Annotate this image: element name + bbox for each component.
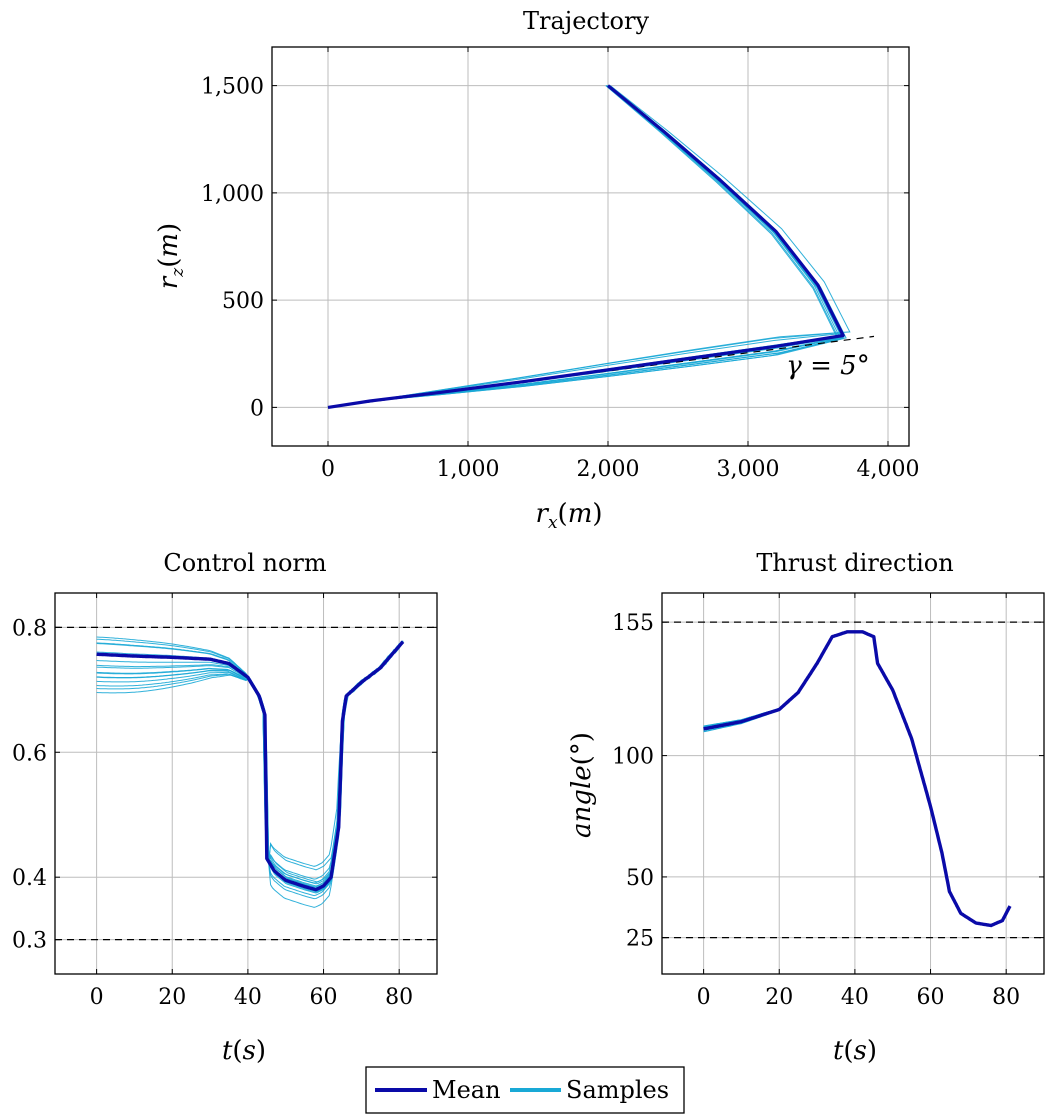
control-norm-title: Control norm (163, 549, 327, 577)
control-norm-y-ticks: 0.3 0.4 0.6 0.8 (12, 616, 437, 954)
y-tick-label: 0.4 (12, 866, 47, 891)
y-tick-label: 100 (612, 745, 654, 770)
glide-slope-annotation: γ = 5° (786, 351, 869, 381)
sample-line (96, 638, 404, 885)
trajectory-samples (327, 85, 851, 408)
y-tick-label: 1,500 (201, 75, 264, 100)
sample-line (703, 663, 818, 733)
mean-line (327, 84, 845, 409)
y-tick-label: 0.8 (12, 616, 47, 641)
sample-line (703, 663, 818, 731)
x-tick-label: 3,000 (717, 457, 780, 482)
sample-line (703, 663, 818, 729)
x-tick-label: 4,000 (857, 457, 920, 482)
y-tick-label: 0.3 (12, 929, 47, 954)
sample-line (703, 663, 818, 731)
x-tick-label: 80 (385, 985, 413, 1010)
sample-line (327, 85, 844, 408)
y-tick-label: 1,000 (201, 182, 264, 207)
thrust-direction-y-ticks: 25 50 100 155 (612, 611, 1044, 952)
sample-line (327, 85, 844, 408)
x-tick-label: 40 (234, 985, 262, 1010)
control-norm-panel: Control norm 0 20 40 60 80 0.3 0.4 0.6 0.8 t(s) (12, 549, 438, 1066)
y-tick-label: 50 (626, 866, 654, 891)
thrust-direction-title: Thrust direction (756, 549, 953, 577)
svg-text:rx(m): rx(m) (536, 499, 603, 533)
trajectory-mean (327, 84, 845, 409)
x-tick-label: 40 (841, 985, 869, 1010)
y-tick-label: 155 (612, 611, 654, 636)
x-tick-label: 1,000 (437, 457, 500, 482)
control-norm-mean (95, 640, 405, 892)
sample-line (327, 85, 847, 408)
x-tick-label: 60 (310, 985, 338, 1010)
sample-line (96, 640, 404, 867)
sample-line (327, 85, 842, 408)
sample-line (327, 85, 839, 408)
svg-text:t(s): t(s) (222, 1036, 266, 1066)
thrust-direction-y-axis-label: angle(°) (567, 732, 597, 838)
x-tick-label: 20 (765, 985, 793, 1010)
legend-mean-label: Mean (432, 1076, 501, 1104)
x-tick-label: 0 (90, 985, 104, 1010)
trajectory-title: Trajectory (523, 7, 649, 35)
sample-line (327, 85, 844, 408)
sample-line (327, 85, 851, 408)
y-tick-label: 25 (626, 927, 654, 952)
control-norm-bounds (55, 626, 437, 941)
sample-line (327, 85, 840, 408)
control-norm-x-ticks: 0 20 40 60 80 (90, 593, 413, 1010)
sample-line (703, 663, 818, 731)
trajectory-y-axis-label: rz(m) (154, 223, 188, 289)
x-tick-label: 0 (321, 457, 335, 482)
x-tick-label: 80 (992, 985, 1020, 1010)
sample-line (96, 640, 404, 880)
mean-line (95, 640, 405, 892)
sample-line (327, 85, 843, 408)
sample-line (703, 663, 818, 729)
trajectory-panel: Trajectory 0 1,000 2,000 3,000 4,000 0 500 1,0… (154, 7, 919, 533)
sample-line (327, 85, 839, 408)
x-tick-label: 2,000 (577, 457, 640, 482)
svg-text:t(s): t(s) (833, 1036, 877, 1066)
sample-line (327, 85, 845, 408)
svg-text:rz(m): rz(m) (154, 223, 188, 289)
mean-line (702, 630, 1012, 928)
trajectory-grid (272, 47, 909, 446)
control-norm-x-axis-label: t(s) (222, 1036, 266, 1066)
y-tick-label: 0.6 (12, 741, 47, 766)
thrust-direction-bounds (662, 621, 1044, 939)
trajectory-axes-frame (271, 46, 910, 447)
thrust-direction-grid (662, 593, 1044, 974)
svg-text:angle(°): angle(°) (567, 732, 597, 838)
trajectory-y-ticks: 0 500 1,000 1,500 (201, 75, 909, 421)
y-tick-label: 0 (250, 396, 264, 421)
x-tick-label: 20 (158, 985, 186, 1010)
trajectory-x-ticks: 0 1,000 2,000 3,000 4,000 (321, 47, 919, 482)
thrust-direction-x-axis-label: t(s) (833, 1036, 877, 1066)
thrust-direction-samples (703, 663, 818, 733)
sample-line (327, 85, 845, 408)
thrust-direction-mean (702, 630, 1012, 928)
control-norm-grid (55, 593, 437, 974)
sample-line (327, 85, 844, 408)
thrust-direction-panel: Thrust direction 0 20 40 60 80 25 50 100 155 t(… (567, 549, 1045, 1066)
sample-line (327, 85, 845, 408)
x-tick-label: 60 (917, 985, 945, 1010)
trajectory-x-axis-label: rx(m) (536, 499, 603, 533)
thrust-direction-axes-frame (661, 592, 1045, 975)
control-norm-axes-frame (54, 592, 438, 975)
legend-samples-label: Samples (566, 1076, 669, 1104)
sample-line (327, 85, 844, 408)
thrust-direction-x-ticks: 0 20 40 60 80 (697, 593, 1020, 1010)
y-tick-label: 500 (222, 289, 264, 314)
x-tick-label: 0 (697, 985, 711, 1010)
sample-line (96, 636, 404, 871)
sample-line (327, 85, 845, 408)
legend: Mean Samples (365, 1066, 685, 1114)
